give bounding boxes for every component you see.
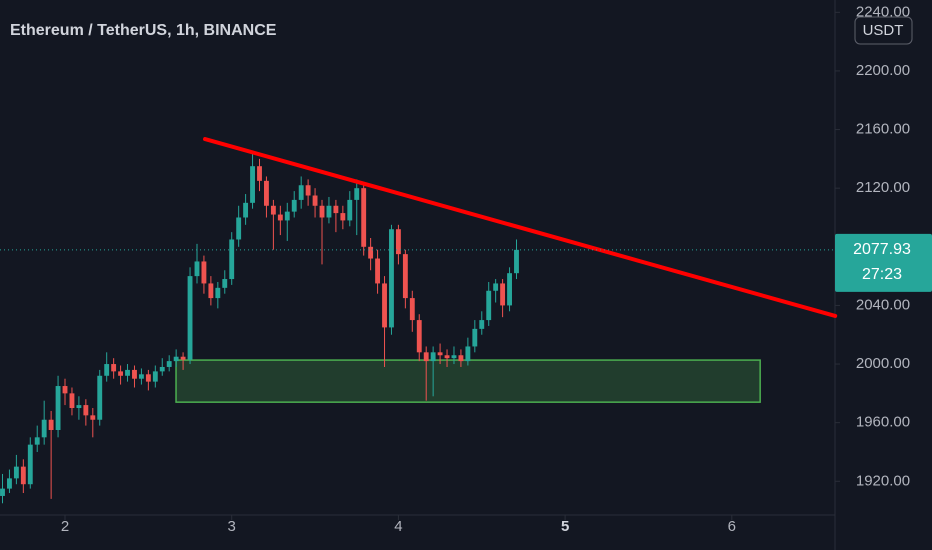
- candle-body: [465, 346, 471, 362]
- candle-body: [402, 254, 408, 299]
- candle-body: [208, 283, 214, 299]
- currency-button[interactable]: [854, 16, 913, 45]
- last-price-label: 2077.93: [853, 241, 911, 258]
- candle-body: [507, 273, 512, 306]
- candle-body: [194, 261, 200, 277]
- candle-body: [361, 188, 367, 247]
- candle-body: [222, 279, 228, 288]
- candle-body: [423, 352, 429, 362]
- candle-body: [257, 166, 262, 181]
- candle-body: [354, 188, 360, 200]
- candle-body: [264, 180, 269, 206]
- y-tick-label: 2240.00: [856, 3, 910, 20]
- candle-body: [500, 283, 506, 306]
- candle-body: [145, 374, 151, 382]
- candle-body: [416, 320, 422, 353]
- candle-body: [375, 258, 381, 284]
- x-tick-label: 3: [228, 518, 236, 535]
- candle-body: [326, 205, 332, 218]
- candle-body: [13, 466, 19, 479]
- candle-body: [236, 217, 242, 240]
- candle-body: [97, 375, 103, 420]
- candle-body: [104, 364, 110, 376]
- candle-body: [55, 386, 61, 430]
- candle-body: [444, 355, 450, 359]
- candle-body: [514, 249, 519, 274]
- candle-body: [277, 214, 283, 221]
- candle-body: [69, 393, 75, 409]
- candle-body: [430, 352, 436, 362]
- candle-body: [395, 229, 401, 255]
- candle-body: [48, 419, 54, 430]
- y-tick-label: 2000.00: [856, 355, 910, 372]
- candle-body: [270, 205, 276, 215]
- candle-body: [187, 276, 193, 360]
- candle-body: [111, 364, 117, 372]
- candle-body: [409, 298, 415, 321]
- y-tick-label: 2200.00: [856, 62, 910, 79]
- plot-area: [0, 137, 838, 504]
- candle-body: [41, 419, 47, 438]
- candle-body: [479, 320, 485, 329]
- x-tick-label: 6: [728, 518, 736, 535]
- candle-body: [215, 287, 221, 299]
- currency-label[interactable]: USDT: [863, 22, 904, 39]
- y-tick-label: 2040.00: [856, 296, 910, 313]
- candle-body: [382, 283, 387, 328]
- candle-body: [152, 371, 158, 382]
- candle-body: [132, 369, 137, 379]
- candle-body: [83, 405, 89, 416]
- candle-body: [229, 239, 235, 280]
- candle-body: [90, 415, 96, 420]
- candle-body: [312, 195, 318, 206]
- candle-body: [20, 466, 26, 485]
- y-tick-label: 2160.00: [856, 121, 910, 138]
- candle-body: [368, 246, 374, 259]
- candle-body: [7, 478, 12, 489]
- candle-body: [437, 352, 443, 356]
- candle-body: [159, 366, 165, 372]
- y-tick-label: 1920.00: [856, 472, 910, 489]
- chart-title: Ethereum / TetherUS, 1h, BINANCE: [10, 22, 277, 39]
- candle-body: [347, 199, 353, 221]
- x-tick-label: 4: [394, 518, 402, 535]
- trendline: [203, 137, 838, 318]
- candle-body: [451, 355, 457, 359]
- y-tick-label: 2120.00: [856, 179, 910, 196]
- candle-body: [250, 166, 255, 203]
- x-tick-label: 2: [61, 518, 69, 535]
- y-tick-label: 1960.00: [856, 414, 910, 431]
- candle-body: [62, 386, 68, 394]
- candle-body: [319, 205, 325, 218]
- candle-body: [472, 328, 478, 347]
- candle-body: [243, 202, 249, 218]
- candle-body: [458, 355, 464, 362]
- candle-body: [118, 371, 124, 376]
- candle-body: [298, 185, 304, 200]
- candle-body: [291, 199, 297, 212]
- candle-body: [173, 356, 179, 362]
- last-price-badge: [835, 233, 932, 292]
- candle-body: [180, 356, 186, 360]
- candle-body: [389, 229, 394, 328]
- candle-body: [76, 405, 82, 409]
- candle-body: [138, 374, 144, 379]
- x-tick-label: 5: [561, 518, 569, 535]
- candle-body: [333, 205, 339, 214]
- candle-body: [34, 437, 40, 445]
- support-zone: [175, 359, 761, 403]
- candle-body: [125, 369, 130, 376]
- candle-body: [0, 488, 5, 496]
- candle-body: [201, 261, 207, 284]
- candle-body: [27, 444, 33, 485]
- candle-body: [284, 211, 290, 221]
- candle-body: [166, 361, 172, 367]
- candle-body: [340, 213, 346, 221]
- candle-body: [305, 185, 311, 196]
- candle-body: [486, 290, 492, 321]
- candle-body: [493, 283, 499, 291]
- countdown-label: 27:23: [862, 266, 902, 283]
